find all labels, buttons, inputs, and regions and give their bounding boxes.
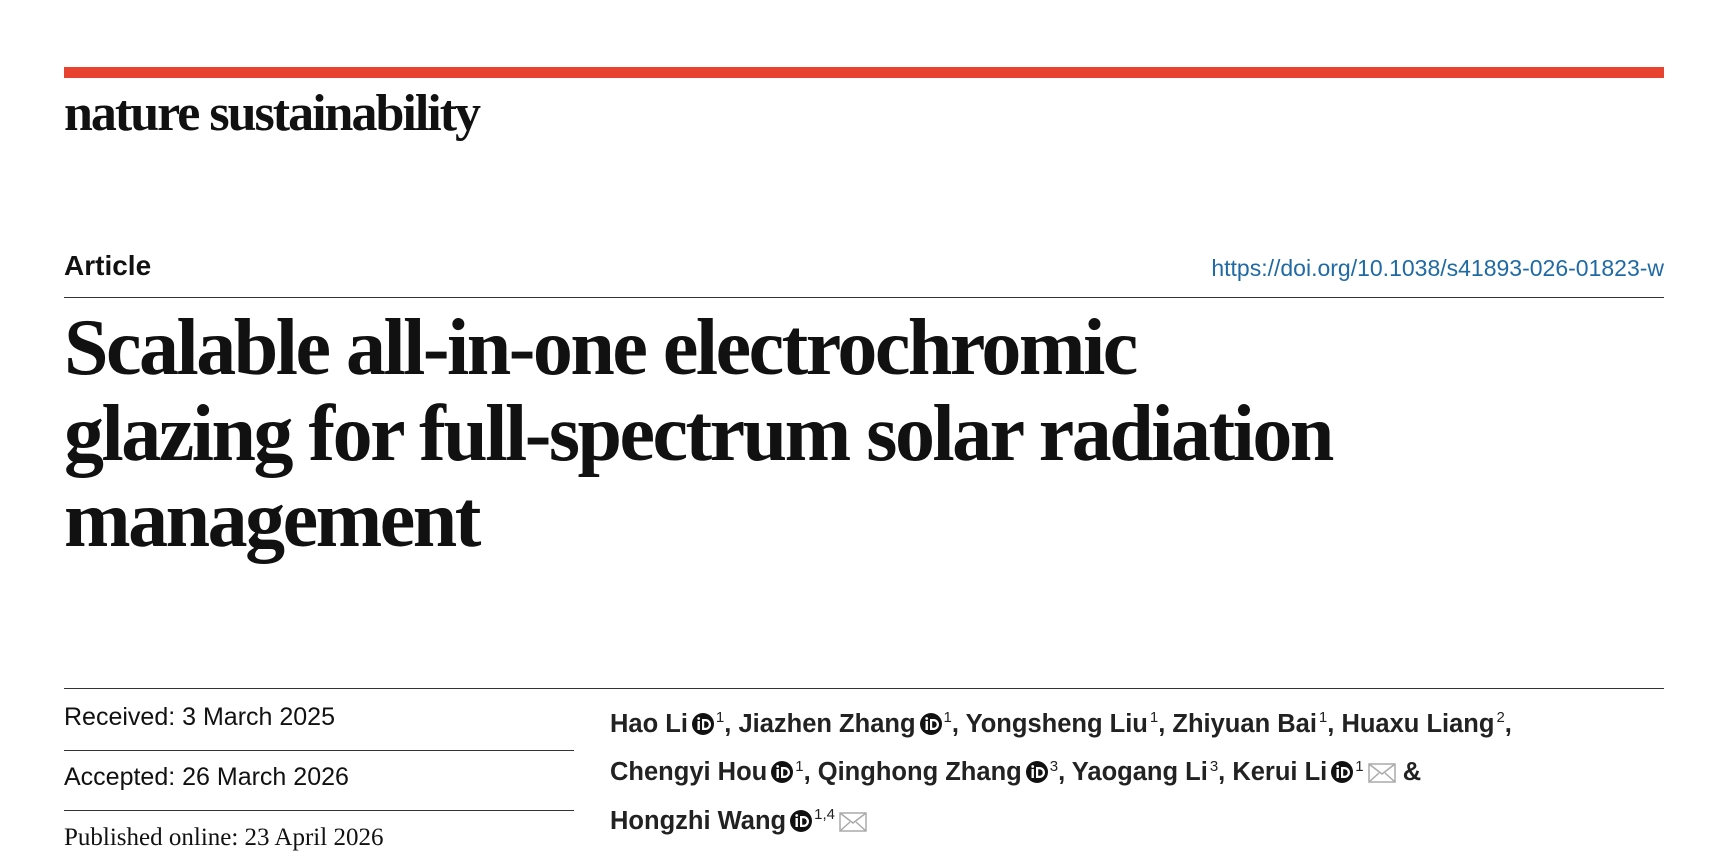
author-name[interactable]: Yaogang Li <box>1071 758 1208 786</box>
author-list: Hao Li 1, Jiazhen Zhang 1, Yongsheng Liu 1,… <box>610 698 1512 844</box>
separator: & <box>1395 758 1422 786</box>
separator: , <box>1158 709 1173 738</box>
journal-bar <box>64 67 1664 78</box>
author: Yongsheng Liu 1, <box>965 709 1173 738</box>
affiliation: 1 <box>1318 709 1328 726</box>
orcid-icon[interactable] <box>1025 756 1048 795</box>
author: Kerui Li 1 & <box>1232 757 1422 787</box>
separator: , <box>1058 758 1072 786</box>
affiliation: 1 <box>715 709 725 726</box>
article-type: Article <box>64 250 152 281</box>
title-line: management <box>64 476 481 564</box>
affiliation: 1,4 <box>814 806 835 823</box>
author-name[interactable]: Chengyi Hou <box>610 758 768 786</box>
affiliation: 1 <box>943 709 952 726</box>
orcid-icon[interactable] <box>790 805 813 844</box>
author-name[interactable]: Hongzhi Wang <box>610 806 787 835</box>
author: Hongzhi Wang 1,4 <box>610 806 867 835</box>
author: Jiazhen Zhang 1, <box>738 709 966 738</box>
separator: , <box>1218 758 1233 786</box>
author: Hao Li 1, <box>610 709 739 738</box>
author: Huaxu Liang 2, <box>1341 709 1512 738</box>
affiliation: 1 <box>1355 757 1364 775</box>
author-name[interactable]: Zhiyuan Bai <box>1172 709 1317 738</box>
affiliation: 3 <box>1049 757 1059 775</box>
affiliation: 1 <box>1149 709 1159 726</box>
rule <box>64 297 1664 298</box>
author-name[interactable]: Kerui Li <box>1232 758 1328 786</box>
rule <box>64 810 574 811</box>
separator: , <box>1327 709 1342 738</box>
affiliation: 1 <box>795 757 804 775</box>
author: Zhiyuan Bai 1, <box>1172 709 1342 738</box>
rule <box>64 750 574 751</box>
author-name[interactable]: Huaxu Liang <box>1341 709 1495 738</box>
author-name[interactable]: Hao Li <box>610 709 688 738</box>
author-name[interactable]: Qinghong Zhang <box>817 758 1022 786</box>
affiliation: 2 <box>1496 709 1505 726</box>
author: Chengyi Hou 1, <box>610 757 818 787</box>
title-line: glazing for full-spectrum solar radiatio… <box>64 390 1334 478</box>
author: Qinghong Zhang 3, <box>817 757 1072 787</box>
article-title: Scalable all-in-one electrochromic glazin… <box>64 304 1334 564</box>
orcid-icon[interactable] <box>919 708 942 747</box>
separator: , <box>1504 709 1512 738</box>
rule <box>64 688 1664 689</box>
affiliation: 3 <box>1209 757 1219 775</box>
title-line: Scalable all-in-one electrochromic <box>64 304 1138 392</box>
author-name[interactable]: Yongsheng Liu <box>965 709 1148 738</box>
doi-link[interactable]: https://doi.org/10.1038/s41893-026-01823… <box>1211 255 1664 281</box>
author: Yaogang Li 3, <box>1071 757 1233 787</box>
accepted-date: Accepted: 26 March 2026 <box>64 763 349 791</box>
email-icon[interactable] <box>1367 756 1396 795</box>
received-date: Received: 3 March 2025 <box>64 703 335 731</box>
separator: , <box>724 709 739 738</box>
published-date: Published online: 23 April 2026 <box>64 824 384 851</box>
journal-name[interactable]: nature sustainability <box>64 85 481 142</box>
separator: , <box>803 758 818 786</box>
email-icon[interactable] <box>839 805 867 844</box>
orcid-icon[interactable] <box>771 756 794 795</box>
orcid-icon[interactable] <box>1331 756 1354 795</box>
separator: , <box>951 709 966 738</box>
author-name[interactable]: Jiazhen Zhang <box>738 709 916 738</box>
orcid-icon[interactable] <box>691 708 714 747</box>
